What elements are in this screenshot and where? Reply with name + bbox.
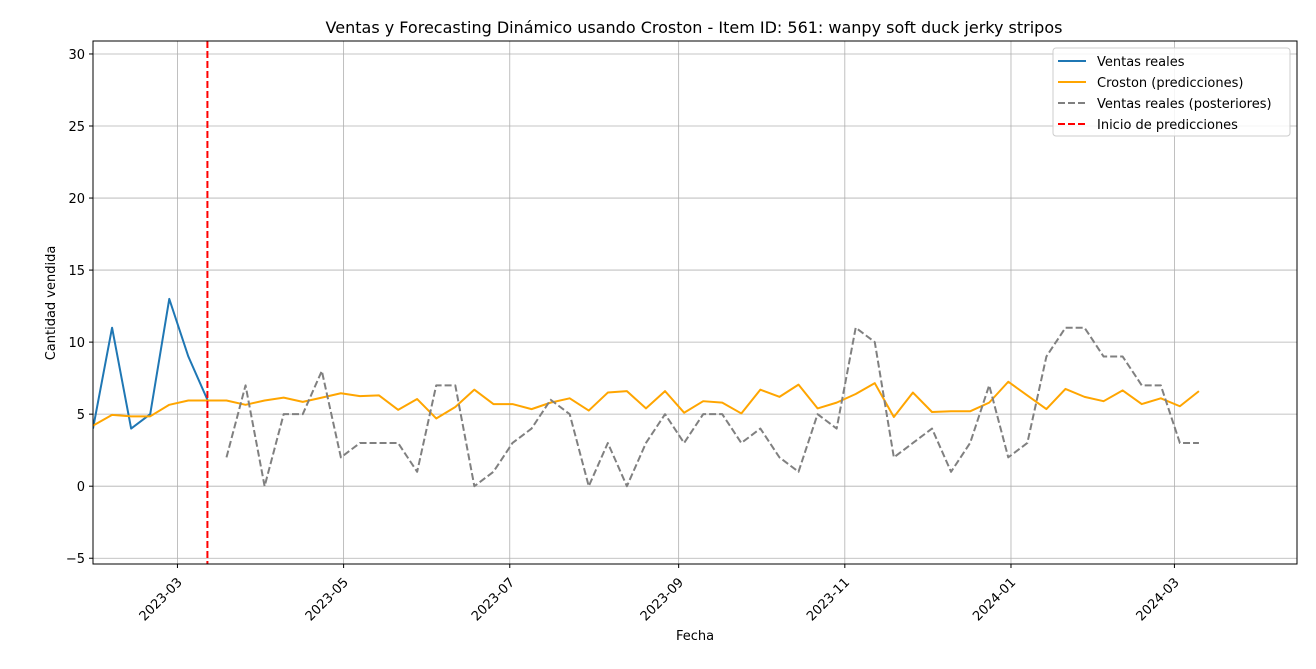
legend: Ventas reales Croston (predicciones) Venta… [1052, 47, 1291, 137]
y-tick-label: 10 [68, 336, 85, 351]
plot-marks [93, 41, 1200, 564]
y-tick-label: 25 [68, 120, 85, 135]
x-axis-label: Fecha [676, 629, 714, 644]
series-line [93, 297, 209, 430]
y-tick-label: 0 [77, 480, 85, 495]
legend-label: Inicio de predicciones [1097, 118, 1238, 133]
legend-label: Ventas reales [1097, 55, 1185, 70]
y-axis: −5 0 5 10 15 20 25 30 [66, 48, 93, 567]
y-tick-label: 15 [68, 264, 85, 279]
y-tick-label: 5 [77, 408, 85, 423]
series-line [225, 326, 1199, 488]
legend-label: Croston (predicciones) [1097, 76, 1243, 91]
plot-area-frame [92, 40, 1298, 565]
y-tick-label: 30 [68, 48, 85, 63]
series-line [93, 380, 1200, 427]
legend-box [1052, 47, 1291, 137]
y-tick-label: −5 [66, 552, 85, 567]
y-axis-label: Cantidad vendida [44, 246, 59, 361]
y-tick-label: 20 [68, 192, 85, 207]
chart-title: Ventas y Forecasting Dinámico usando Cro… [326, 18, 1063, 37]
legend-label: Ventas reales (posteriores) [1097, 97, 1272, 112]
